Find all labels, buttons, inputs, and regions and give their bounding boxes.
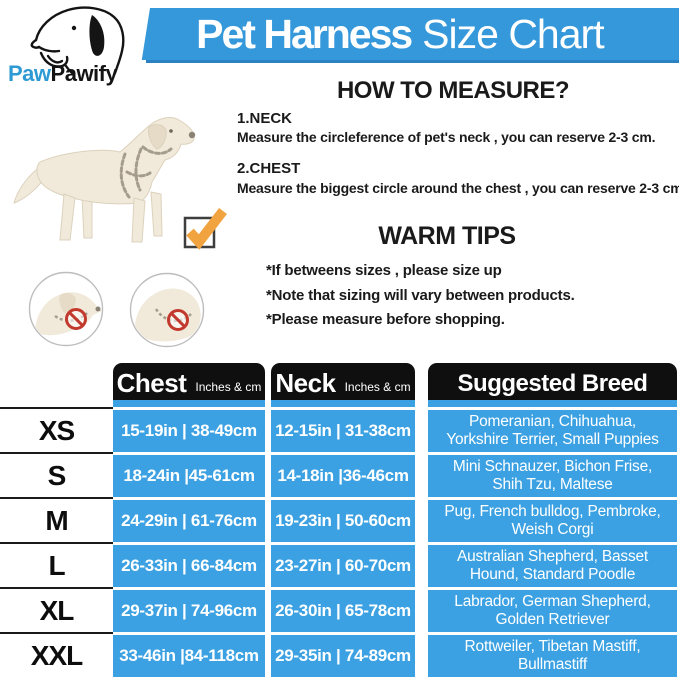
row-divider	[0, 632, 113, 634]
step-chest-text: Measure the biggest circle around the ch…	[237, 180, 679, 196]
chest-cell-xl: 29-37in | 74-96cm	[113, 590, 265, 632]
column-header-breed: Suggested Breed	[428, 363, 677, 400]
breed-line: Pomeranian, Chihuahua,	[468, 412, 637, 430]
step-chest-label: 2.CHEST	[237, 160, 301, 177]
step-neck-label: 1.NECK	[237, 110, 293, 127]
chest-cell-xs: 15-19in | 38-49cm	[113, 410, 265, 452]
no-symbol-icon	[167, 309, 189, 331]
chest-cell-m: 24-29in | 61-76cm	[113, 500, 265, 542]
size-label-xs: XS	[38, 415, 75, 446]
size-label-s: S	[47, 460, 67, 491]
column-header-neck: Neck Inches & cm	[271, 363, 415, 400]
neck-cell-m: 19-23in | 50-60cm	[271, 500, 415, 542]
chest-cell-l: 26-33in | 66-84cm	[113, 545, 265, 587]
warm-tip: *If betweens sizes , please size up	[266, 262, 502, 279]
warm-tip: *Please measure before shopping.	[266, 311, 505, 328]
page-title-light: Size Chart	[422, 10, 604, 57]
brand-name-pawify: Pawify	[50, 61, 118, 86]
neck-cell-xl: 26-30in | 65-78cm	[271, 590, 415, 632]
neck-cell-s: 14-18in |36-46cm	[271, 455, 415, 497]
chest-header-units: Inches & cm	[195, 380, 262, 394]
header-underline	[113, 400, 265, 407]
breed-line: Golden Retriever	[495, 611, 610, 628]
row-divider	[0, 497, 113, 499]
checkmark-icon	[183, 207, 227, 250]
chest-header-label: Chest	[116, 368, 187, 398]
wrong-fit-head-photo	[28, 271, 104, 347]
breed-cell-l: Australian Shepherd, Basset Hound, Stand…	[428, 545, 677, 587]
dog-wearing-harness-photo	[13, 117, 196, 243]
breed-cell-xs: Pomeranian, Chihuahua, Yorkshire Terrier…	[428, 410, 677, 452]
how-to-measure-title: HOW TO MEASURE?	[336, 77, 570, 104]
breed-line: Rottweiler, Tibetan Mastiff,	[464, 637, 641, 655]
breed-cell-xl: Labrador, German Shepherd, Golden Retrie…	[428, 590, 677, 632]
header-underline	[428, 400, 677, 407]
header-banner: Pet Harness Size Chart	[141, 8, 679, 60]
size-label-l: L	[48, 550, 65, 581]
breed-header-label: Suggested Breed	[457, 370, 648, 397]
step-neck-text: Measure the circleference of pet's neck …	[237, 129, 656, 145]
breed-line: Yorkshire Terrier, Small Puppies	[446, 431, 659, 448]
breed-cell-m: Pug, French bulldog, Pembroke, Weish Cor…	[428, 500, 677, 542]
breed-line: Labrador, German Shepherd,	[454, 592, 651, 610]
breed-line: Australian Shepherd, Basset	[456, 547, 649, 565]
warm-tips-title: WARM TIPS	[378, 222, 516, 250]
size-chart-table: Chest Inches & cm Neck Inches & cm Sugge…	[0, 363, 679, 679]
page-title-bold: Pet Harness	[196, 10, 412, 57]
breed-line: Hound, Standard Poodle	[469, 566, 636, 583]
header-underline	[271, 400, 415, 407]
breed-cell-xxl: Rottweiler, Tibetan Mastiff, Bullmastiff	[428, 635, 677, 677]
breed-line: Shih Tzu, Maltese	[492, 476, 613, 493]
page-title: Pet Harness Size Chart	[146, 8, 679, 60]
breed-line: Weish Corgi	[511, 521, 594, 538]
chest-cell-xxl: 33-46in |84-118cm	[113, 635, 265, 677]
neck-header-label: Neck	[275, 368, 336, 398]
column-header-chest: Chest Inches & cm	[113, 363, 265, 400]
neck-header-units: Inches & cm	[344, 380, 411, 394]
chest-cell-s: 18-24in |45-61cm	[113, 455, 265, 497]
size-label-xxl: XXL	[30, 640, 83, 671]
brand-name: PawPawify	[8, 61, 178, 87]
row-divider	[0, 587, 113, 589]
wrong-fit-body-photo	[129, 272, 205, 348]
row-divider	[0, 452, 113, 454]
no-symbol-icon	[65, 308, 87, 330]
breed-line: Mini Schnauzer, Bichon Frise,	[452, 457, 653, 475]
dog-head-logo-icon	[30, 6, 125, 74]
breed-line: Bullmastiff	[517, 656, 587, 673]
neck-cell-xxl: 29-35in | 74-89cm	[271, 635, 415, 677]
row-divider	[0, 407, 113, 409]
size-label-m: M	[45, 505, 68, 536]
brand-name-paw: Paw	[8, 61, 51, 86]
breed-cell-s: Mini Schnauzer, Bichon Frise, Shih Tzu, …	[428, 455, 677, 497]
size-label-xl: XL	[39, 595, 75, 626]
neck-cell-xs: 12-15in | 31-38cm	[271, 410, 415, 452]
neck-cell-l: 23-27in | 60-70cm	[271, 545, 415, 587]
breed-line: Pug, French bulldog, Pembroke,	[444, 502, 661, 520]
warm-tip: *Note that sizing will vary between prod…	[266, 287, 575, 304]
row-divider	[0, 542, 113, 544]
